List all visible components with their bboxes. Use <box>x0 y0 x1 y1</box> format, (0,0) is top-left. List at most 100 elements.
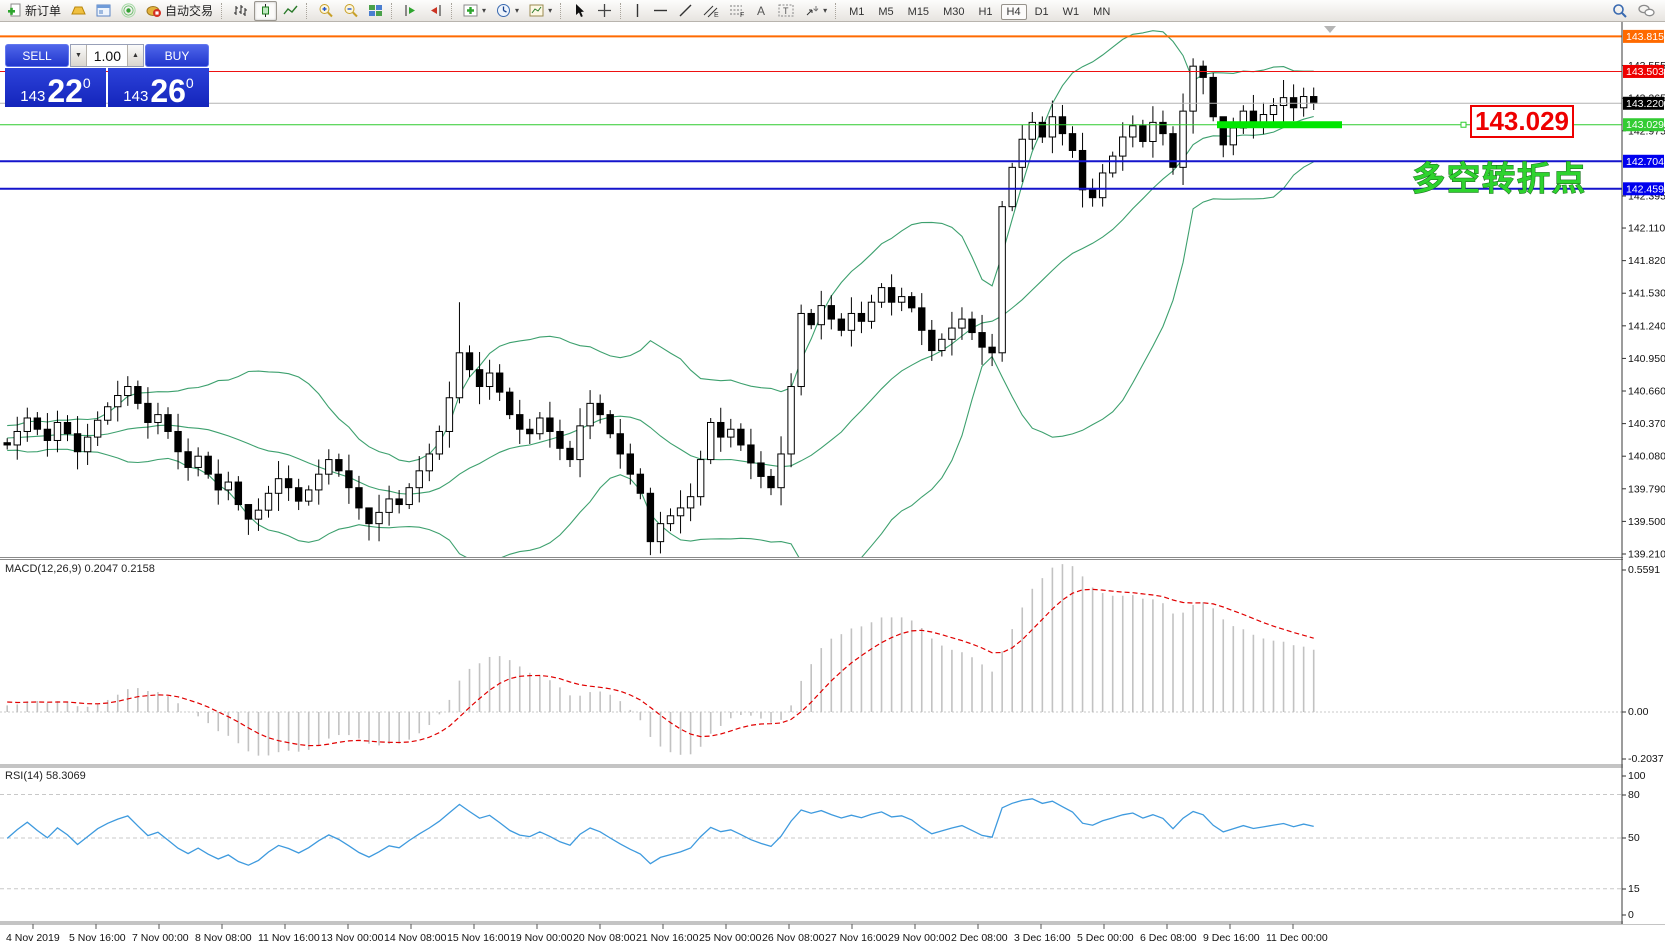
bear-candle <box>244 504 253 520</box>
line-anchor-handle[interactable] <box>1460 121 1467 128</box>
timeframe-M15[interactable]: M15 <box>907 5 930 18</box>
text-label-button[interactable]: T <box>774 1 798 21</box>
price-line-label: 143.220 <box>1626 98 1664 110</box>
bar-chart-button[interactable] <box>229 1 252 21</box>
bull-candle <box>696 459 705 498</box>
timeframe-M30[interactable]: M30 <box>943 5 965 18</box>
chat-button[interactable] <box>1634 1 1659 21</box>
price-callout-box[interactable] <box>1470 105 1574 138</box>
chart-shift-button[interactable] <box>424 1 447 21</box>
equidistant-channel-button[interactable]: E <box>699 1 723 21</box>
signal-button[interactable] <box>117 1 140 21</box>
gold-button[interactable] <box>67 1 90 21</box>
candlestick-chart-button[interactable] <box>254 0 278 21</box>
svg-text:E: E <box>714 12 719 18</box>
macd-pane <box>0 564 1622 756</box>
search-icon <box>1613 3 1627 18</box>
dropdown-caret-icon: ▾ <box>823 6 828 15</box>
bear-candle <box>184 451 192 468</box>
sell-price-big: 22 <box>47 72 83 109</box>
rsi-label: RSI(14) 58.3069 <box>5 770 86 782</box>
turning-point-annotation[interactable]: 多空转折点 <box>1412 160 1587 198</box>
price-line-label: 143.815 <box>1626 31 1664 43</box>
line-chart-button[interactable] <box>279 1 302 21</box>
time-axis-label: 6 Dec 08:00 <box>1140 932 1197 944</box>
periods-button[interactable]: ▾ <box>492 1 523 21</box>
tile-windows-button[interactable] <box>364 1 387 21</box>
bear-candle <box>73 433 82 453</box>
new-order-label: 新订单 <box>25 4 62 18</box>
text-button[interactable]: A <box>751 1 772 21</box>
bear-candle <box>616 433 624 455</box>
new-order-button[interactable]: 新订单 <box>3 1 65 21</box>
bull-candle <box>405 487 413 506</box>
timeframe-H1[interactable]: H1 <box>978 5 993 18</box>
bear-candle <box>606 414 614 435</box>
bear-candle <box>214 473 222 491</box>
fibonacci-button[interactable]: F <box>725 1 749 21</box>
bear-candle <box>1139 125 1147 142</box>
timeframe-MN[interactable]: MN <box>1093 5 1111 18</box>
buy-button[interactable]: BUY <box>145 44 209 67</box>
bear-candle <box>506 391 514 416</box>
indicators-button[interactable]: ▾ <box>459 1 490 21</box>
clock-icon <box>497 4 511 17</box>
timeframe-H4[interactable]: H4 <box>1000 3 1027 20</box>
zoom-out-icon <box>344 4 358 18</box>
templates-button[interactable]: ▾ <box>525 1 556 21</box>
shapes-button[interactable]: ▾ <box>800 1 831 21</box>
support-highlight-bar[interactable] <box>1217 121 1342 129</box>
bollinger-middle-band <box>7 115 1314 495</box>
bull-candle <box>1008 166 1016 208</box>
trendline-button[interactable] <box>674 1 697 21</box>
macd-label: MACD(12,26,9) 0.2047 0.2158 <box>5 563 155 575</box>
bull-candle <box>415 470 423 489</box>
market-watch-button[interactable] <box>92 1 115 21</box>
timeframe-W1[interactable]: W1 <box>1062 5 1080 18</box>
chat-icon <box>1638 4 1655 17</box>
bear-candle <box>355 487 363 509</box>
cursor-button[interactable] <box>568 1 591 21</box>
volume-stepper: ▼ 1.00 ▲ <box>70 44 144 67</box>
bull-candle <box>114 395 122 408</box>
bear-candle <box>1209 76 1217 118</box>
bear-candle <box>1078 149 1087 191</box>
timeframe-M1[interactable]: M1 <box>849 5 865 18</box>
bar-chart-icon <box>234 5 248 16</box>
bear-candle <box>43 428 52 441</box>
bull-candle <box>194 455 202 468</box>
volume-value[interactable]: 1.00 <box>93 47 121 64</box>
time-axis-label: 21 Nov 16:00 <box>636 932 699 944</box>
sell-button[interactable]: SELL <box>5 44 69 67</box>
volume-decrease-button[interactable]: ▼ <box>71 45 87 66</box>
timeframe-M5[interactable]: M5 <box>878 5 894 18</box>
zoom-in-button[interactable] <box>314 1 337 21</box>
crosshair-button[interactable] <box>593 1 616 21</box>
price-line-label-box <box>1623 154 1664 168</box>
timeframe-D1[interactable]: D1 <box>1034 5 1049 18</box>
toolbar-separator <box>620 2 624 19</box>
channel-icon: E <box>703 5 719 18</box>
price-line-label-box <box>1623 118 1664 132</box>
buy-price-box[interactable]: 143 26 0 <box>108 68 209 107</box>
zoom-out-button[interactable] <box>339 1 362 21</box>
bull-candle <box>23 417 32 432</box>
toolbar-separator <box>835 2 839 19</box>
toolbar-separator <box>391 2 395 19</box>
vertical-line-button[interactable] <box>628 1 647 21</box>
bear-candle <box>1038 121 1047 138</box>
horizontal-line-button[interactable] <box>649 1 672 21</box>
autotrading-label: 自动交易 <box>165 4 214 18</box>
bull-candle <box>847 312 856 331</box>
bear-candle <box>1289 97 1298 109</box>
autotrading-button[interactable]: 自动交易 <box>142 1 217 21</box>
sell-price-box[interactable]: 143 22 0 <box>5 68 106 107</box>
chart-shift-marker[interactable] <box>1324 26 1336 33</box>
time-axis-label: 11 Nov 16:00 <box>258 932 320 944</box>
new-order-icon <box>8 3 21 17</box>
volume-increase-button[interactable]: ▲ <box>127 45 143 66</box>
market-window-icon <box>96 4 111 17</box>
search-button[interactable] <box>1608 1 1632 21</box>
auto-scroll-button[interactable] <box>399 1 422 21</box>
